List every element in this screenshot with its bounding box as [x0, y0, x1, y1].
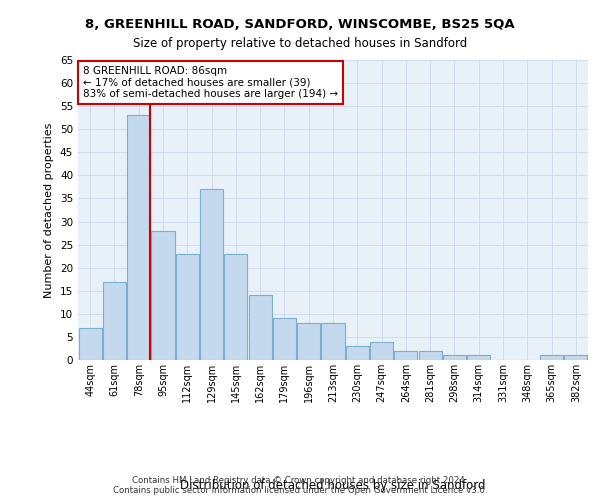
Bar	[273, 318, 296, 360]
Text: 8, GREENHILL ROAD, SANDFORD, WINSCOMBE, BS25 5QA: 8, GREENHILL ROAD, SANDFORD, WINSCOMBE, …	[85, 18, 515, 30]
Y-axis label: Number of detached properties: Number of detached properties	[44, 122, 55, 298]
Bar	[443, 356, 466, 360]
Bar	[540, 356, 563, 360]
Bar	[346, 346, 369, 360]
Bar	[127, 116, 150, 360]
Text: Size of property relative to detached houses in Sandford: Size of property relative to detached ho…	[133, 38, 467, 51]
Text: 8 GREENHILL ROAD: 86sqm
← 17% of detached houses are smaller (39)
83% of semi-de: 8 GREENHILL ROAD: 86sqm ← 17% of detache…	[83, 66, 338, 99]
Bar	[79, 328, 101, 360]
Bar	[151, 231, 175, 360]
Bar	[200, 189, 223, 360]
Bar	[103, 282, 126, 360]
Text: Contains HM Land Registry data © Crown copyright and database right 2024.
Contai: Contains HM Land Registry data © Crown c…	[113, 476, 487, 495]
Bar	[248, 296, 272, 360]
Bar	[565, 356, 587, 360]
Bar	[322, 323, 344, 360]
Bar	[467, 356, 490, 360]
Bar	[394, 351, 418, 360]
Bar	[419, 351, 442, 360]
Bar	[224, 254, 247, 360]
X-axis label: Distribution of detached houses by size in Sandford: Distribution of detached houses by size …	[180, 478, 486, 492]
Bar	[297, 323, 320, 360]
Bar	[176, 254, 199, 360]
Bar	[370, 342, 393, 360]
